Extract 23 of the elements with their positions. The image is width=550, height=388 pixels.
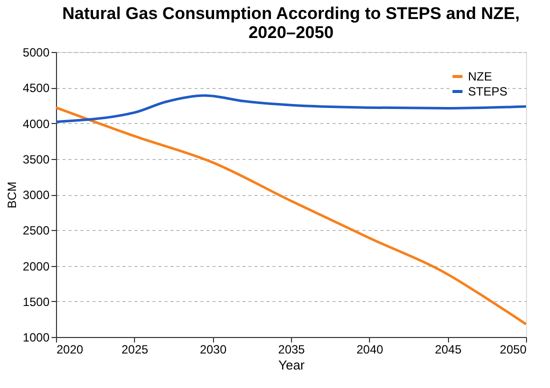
legend-label: STEPS	[468, 84, 508, 98]
x-tick-label: 2030	[200, 342, 227, 356]
y-tick-label: 2000	[22, 259, 50, 274]
x-tick-label: 2035	[278, 342, 306, 356]
x-tick-label: 2050	[500, 342, 527, 356]
y-tick-label: 4500	[22, 81, 50, 96]
x-tick-label: 2025	[121, 342, 149, 356]
x-tick-label: 2040	[356, 342, 384, 356]
y-tick-label: 2500	[22, 224, 50, 238]
x-tick-label: 2020	[56, 342, 84, 356]
y-tick-label: 1500	[22, 294, 50, 309]
y-tick-label: 5000	[22, 46, 50, 60]
y-tick-label: 1000	[22, 330, 50, 344]
legend-label: NZE	[468, 70, 492, 84]
line-series	[54, 94, 528, 124]
chart-title: Natural Gas Consumption According to STEPS and NZE, 2020–2050	[62, 4, 520, 42]
y-axis-title: BCM	[4, 182, 19, 208]
line-series	[54, 106, 528, 326]
x-tick-label: 2045	[434, 342, 462, 356]
y-tick-label: 3500	[22, 152, 50, 166]
x-axis-title: Year	[278, 358, 306, 372]
y-tick-label: 4000	[22, 116, 50, 131]
y-tick-label: 3000	[22, 188, 50, 202]
